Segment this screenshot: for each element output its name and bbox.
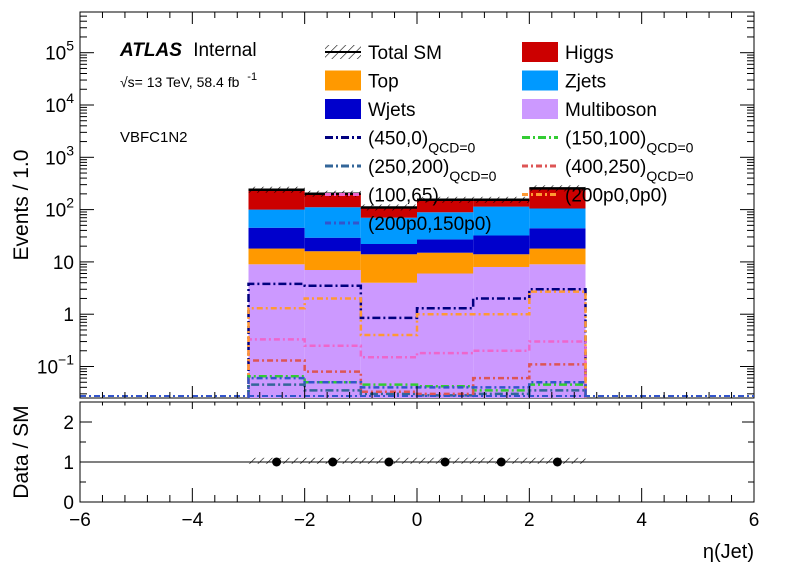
region-label: VBFC1N2 [120,129,188,146]
atlas-label-bold: ATLAS [119,40,182,61]
legend-label-400-250: (400,250)QCD=0 [565,157,694,184]
ratio-point-2 [384,457,394,467]
bar-multiboson-bin-4 [473,266,530,398]
stacked-backgrounds [248,185,586,398]
bar-zjets-bin-4 [473,206,530,236]
bar-wjets-bin-2 [360,243,417,255]
bar-higgs-bin-3 [417,199,474,213]
legend-label-higgs: Higgs [565,43,614,64]
ratio-point-1 [328,457,338,467]
energy-label-sup: -1 [247,71,257,83]
ratio-y-tick-label-2: 2 [63,413,74,434]
legend-label-100-65: (100,65) [368,186,439,207]
bar-multiboson-bin-3 [417,273,474,398]
legend: Total SM Higgs Top Zjets Wjets Multiboson (450… [325,42,694,235]
ratio-plot: 0 1 2 −6 −4 −2 0 2 4 6 [63,402,759,531]
legend-label-200p0-150p0: (200p0,150p0) [368,214,492,235]
legend-swatch-top [325,70,361,91]
x-tick-label-3: 0 [412,510,423,531]
x-tick-label-5: 4 [636,510,647,531]
ratio-point-0 [272,457,282,467]
signal-line-6 [247,376,587,398]
bar-multiboson-bin-5 [529,264,586,398]
ratio-y-tick-label-1: 1 [63,453,74,474]
atlas-label-rest: Internal [193,40,256,61]
x-tick-label-2: −2 [294,510,316,531]
bar-zjets-bin-5 [529,208,586,229]
ratio-point-3 [440,457,450,467]
signal-line-5 [247,290,587,398]
x-tick-label-6: 6 [749,510,760,531]
ratio-uncertainty-band [248,457,586,464]
bar-higgs-bin-4 [473,199,530,207]
legend-label-wjets: Wjets [368,100,416,121]
ratio-point-5 [552,457,562,467]
legend-label-top: Top [368,72,399,93]
x-tick-label-4: 2 [524,510,535,531]
bar-higgs-bin-5 [529,188,586,209]
main-y-axis-title: Events / 1.0 [10,150,33,261]
bar-multiboson-bin-2 [360,282,417,398]
ratio-y-axis-title: Data / SM [10,405,33,498]
bar-zjets-bin-2 [360,217,417,244]
bar-top-bin-2 [360,254,417,283]
ratio-point-4 [496,457,506,467]
bar-wjets-bin-1 [304,237,361,252]
bar-top-bin-5 [529,248,586,265]
y-tick-label-3: 102 [45,195,74,222]
bar-multiboson-bin-1 [304,270,361,398]
bar-top-bin-0 [248,248,305,265]
legend-label-zjets: Zjets [565,72,606,93]
legend-swatch-zjets [522,70,558,91]
legend-swatch-higgs [522,42,558,62]
y-tick-label-6: 105 [45,38,74,65]
main-y-axis: 10−1 1 10 102 103 104 105 [37,11,754,398]
bar-top-bin-3 [417,252,474,274]
bar-top-bin-4 [473,254,530,267]
bar-wjets-bin-0 [248,227,305,249]
y-tick-label-4: 103 [45,142,74,169]
legend-label-450-0: (450,0)QCD=0 [368,129,475,156]
bar-higgs-bin-1 [304,193,361,208]
energy-label: √s= 13 TeV, 58.4 fb -1 [120,71,257,90]
legend-swatch-multiboson [522,99,558,119]
bar-higgs-bin-0 [248,189,305,210]
bar-zjets-bin-1 [304,207,361,238]
x-tick-label-0: −6 [69,510,91,531]
legend-label-multiboson: Multiboson [565,100,657,121]
y-tick-label-2: 10 [53,253,74,274]
bar-zjets-bin-3 [417,212,474,240]
legend-label-250-200: (250,200)QCD=0 [368,157,497,184]
bar-top-bin-1 [304,251,361,271]
bar-wjets-bin-4 [473,235,530,255]
bar-wjets-bin-3 [417,239,474,253]
legend-swatch-wjets [325,99,361,119]
x-tick-label-1: −4 [181,510,203,531]
y-tick-label-0: 10−1 [37,352,74,379]
atlas-label: ATLAS Internal [119,40,257,61]
signal-line-4 [247,338,587,398]
legend-label-150-100: (150,100)QCD=0 [565,129,694,156]
y-tick-label-5: 104 [45,90,74,117]
x-axis-title: η(Jet) [703,541,754,563]
y-tick-label-1: 1 [63,305,74,326]
ratio-y-tick-label-0: 0 [63,493,74,514]
legend-label-200p0-0p0: (200p0,0p0) [565,186,667,207]
bar-wjets-bin-5 [529,228,586,249]
energy-label-text: √s= 13 TeV, 58.4 fb [120,74,240,90]
bar-zjets-bin-0 [248,209,305,228]
legend-label-total-sm: Total SM [368,43,442,64]
bar-higgs-bin-2 [360,207,417,218]
ratio-panel-frame [79,401,755,503]
